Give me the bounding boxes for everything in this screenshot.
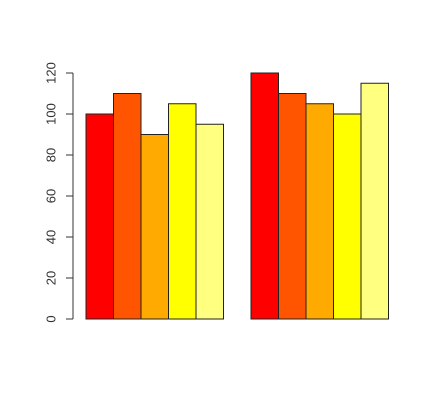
bar bbox=[195, 123, 224, 320]
bar bbox=[113, 93, 142, 320]
y-tick-label: 0 bbox=[43, 315, 58, 322]
bar bbox=[140, 134, 169, 320]
bar bbox=[360, 82, 389, 320]
y-tick-label: 60 bbox=[43, 189, 58, 203]
y-tick-label: 100 bbox=[43, 103, 58, 125]
bar bbox=[250, 72, 279, 320]
y-tick-label: 20 bbox=[43, 271, 58, 285]
bar bbox=[168, 103, 197, 320]
bar bbox=[333, 113, 362, 320]
y-tick-label: 40 bbox=[43, 230, 58, 244]
y-tick-label: 80 bbox=[43, 148, 58, 162]
bar bbox=[305, 103, 334, 320]
bar bbox=[278, 93, 307, 320]
bar bbox=[85, 113, 114, 320]
y-tick-label: 120 bbox=[43, 62, 58, 84]
